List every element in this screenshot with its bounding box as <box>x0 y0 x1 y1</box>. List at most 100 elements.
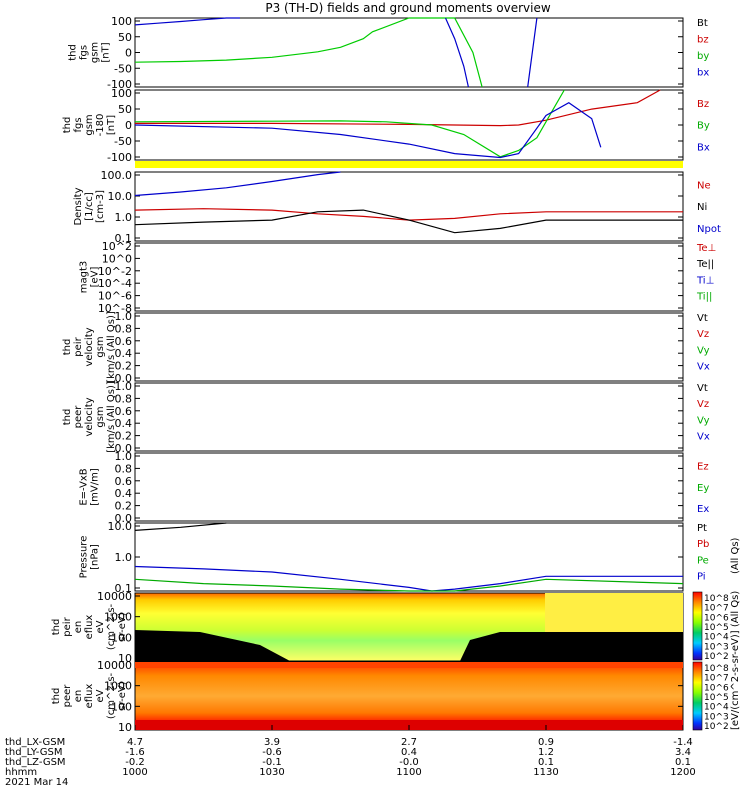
ytick-label: 0.0 <box>115 442 133 455</box>
ytick-label: 10^-6 <box>98 290 132 303</box>
ylabel-line: (cm^2-s- <box>106 672 117 719</box>
ylabel-line: thd <box>62 409 73 426</box>
ytick-label: 0.1 <box>115 582 133 595</box>
legend-Vt: Vt <box>697 383 708 394</box>
xrow-value: 1200 <box>670 767 695 778</box>
flat-region <box>545 593 683 632</box>
ytick-label: 0.0 <box>115 512 133 525</box>
xrow-value: 0.9 <box>538 737 554 748</box>
ytick-label: 1000 <box>104 611 132 624</box>
ylabel-line: [nT] <box>106 115 117 135</box>
colorbar-tick: 10^4 <box>704 633 729 643</box>
xrow-value: 0.1 <box>675 757 691 768</box>
legend-bx: bx <box>697 67 709 78</box>
panel-pressure: 10.0 1.0 0.1 Pressure [nPa] Pt Pb Pe Pi (All Qs) <box>79 520 742 595</box>
ylabel-line: thd <box>62 339 73 356</box>
ylabel-line: peir <box>62 616 73 636</box>
colorbar-label: [eV/(cm^2-s-sr-eV)] (All Qs) <box>730 591 741 730</box>
ytick-label: 0.0 <box>115 372 133 385</box>
ytick-label: 0.2 <box>115 500 133 513</box>
ylabel-line: gsm <box>95 336 106 357</box>
legend-Ni: Ni <box>697 202 707 213</box>
spectrogram-peer_eflux <box>135 662 683 730</box>
low-count-region <box>135 630 290 661</box>
xrow-label: thd_LZ-GSM <box>5 757 66 768</box>
legend-Pi: Pi <box>697 572 706 583</box>
legend-Te⊥: Te⊥ <box>696 243 716 254</box>
ytick-label: 10 <box>118 652 132 665</box>
legend-bz: bz <box>697 34 709 45</box>
ytick-label: 10^-8 <box>98 302 132 315</box>
ytick-label: 100 <box>111 631 132 644</box>
ytick-label: 10^-4 <box>98 277 132 290</box>
panel-peer_v: 1.00.80.60.40.20.0 thd peer velocity gsm [km/… <box>62 380 710 455</box>
ytick-label: -50 <box>114 135 132 148</box>
ylabel-line: E=-VxB <box>79 468 90 505</box>
legend-Ti||: Ti|| <box>696 292 712 303</box>
colorbar-tick: 10^8 <box>704 664 729 674</box>
xrow-value: 2.7 <box>401 737 417 748</box>
legend-Npot: Npot <box>697 224 721 235</box>
xrow-value: 1030 <box>259 767 284 778</box>
colorbar-tick: 10^5 <box>704 623 729 633</box>
ytick-label: 0.1 <box>115 232 133 245</box>
ytick-label: 10000 <box>97 659 132 672</box>
ytick-label: 0.8 <box>115 462 133 475</box>
ylabel-line: (cm^2-s- <box>106 603 117 650</box>
ytick-label: 0 <box>125 47 132 60</box>
colorbar-tick: 10^2 <box>704 722 729 732</box>
colorbar-upper <box>692 591 703 661</box>
panel-frame <box>134 382 684 452</box>
ytick-label: 0.6 <box>115 335 133 348</box>
colorbar-tick: 10^6 <box>704 683 729 693</box>
ylabel-line: velocity <box>84 327 95 366</box>
ytick-label: 0.4 <box>115 417 133 430</box>
legend-Vx: Vx <box>697 362 710 373</box>
series-bx <box>444 17 469 88</box>
ytick-label: 10^0 <box>102 252 132 265</box>
low-count-region <box>460 632 683 661</box>
legend-Vy: Vy <box>697 345 710 356</box>
xrow-value: -0.6 <box>262 747 282 758</box>
legend-Ex: Ex <box>697 504 709 515</box>
colorbar: 10^810^710^610^510^410^310^210^810^710^6… <box>692 591 741 732</box>
series-Npot <box>134 171 341 197</box>
legend-Bx: Bx <box>697 143 710 154</box>
ytick-label: 1.0 <box>115 310 133 323</box>
ylabel-line: thd <box>51 688 62 705</box>
series-Bz <box>135 89 661 127</box>
ylabel-line: gsm <box>84 114 95 135</box>
ytick-label: 100.0 <box>101 169 133 182</box>
legend-Pe: Pe <box>697 555 709 566</box>
ytick-label: 10.0 <box>108 520 133 533</box>
xrow-value: 3.4 <box>675 747 691 758</box>
ylabel-line: [1/cc] <box>84 192 95 221</box>
ytick-label: 0 <box>125 119 132 132</box>
xrow-value: -1.6 <box>125 747 145 758</box>
legend-by: by <box>697 51 709 62</box>
legend-Vz: Vz <box>697 329 709 340</box>
ytick-label: 0.2 <box>115 360 133 373</box>
ytick-label: 1.0 <box>115 450 133 463</box>
ytick-label: 1.0 <box>115 211 133 224</box>
ytick-label: 10^2 <box>102 240 132 253</box>
legend-Ez: Ez <box>697 462 709 473</box>
xrow-value: 0.4 <box>401 747 417 758</box>
series-bx <box>527 17 538 88</box>
legend-Te||: Te|| <box>696 259 714 270</box>
ylabel-line: -180 <box>95 114 106 137</box>
xrow-label: thd_LY-GSM <box>5 747 62 758</box>
colorbar-tick: 10^4 <box>704 703 729 713</box>
ylabel-line: [cm-3] <box>95 190 106 223</box>
panel-fgs: 100 50 0 -50 -100 thd fgs gsm [nT] Bt bz by bx <box>68 15 710 91</box>
ytick-label: 0.2 <box>115 430 133 443</box>
series-bx <box>134 17 240 26</box>
ylabel-line: en <box>73 690 84 703</box>
ylabel-line: eV <box>95 689 106 702</box>
xrow-value: -0.2 <box>125 757 145 768</box>
xrow-value: -1.4 <box>673 737 693 748</box>
series-Ni <box>134 209 683 234</box>
panel-density: 100.0 10.0 1.0 0.1 Density [1/cc] [cm-3] Ne Ni Np… <box>73 169 721 245</box>
ytick-label: 1.0 <box>115 551 133 564</box>
